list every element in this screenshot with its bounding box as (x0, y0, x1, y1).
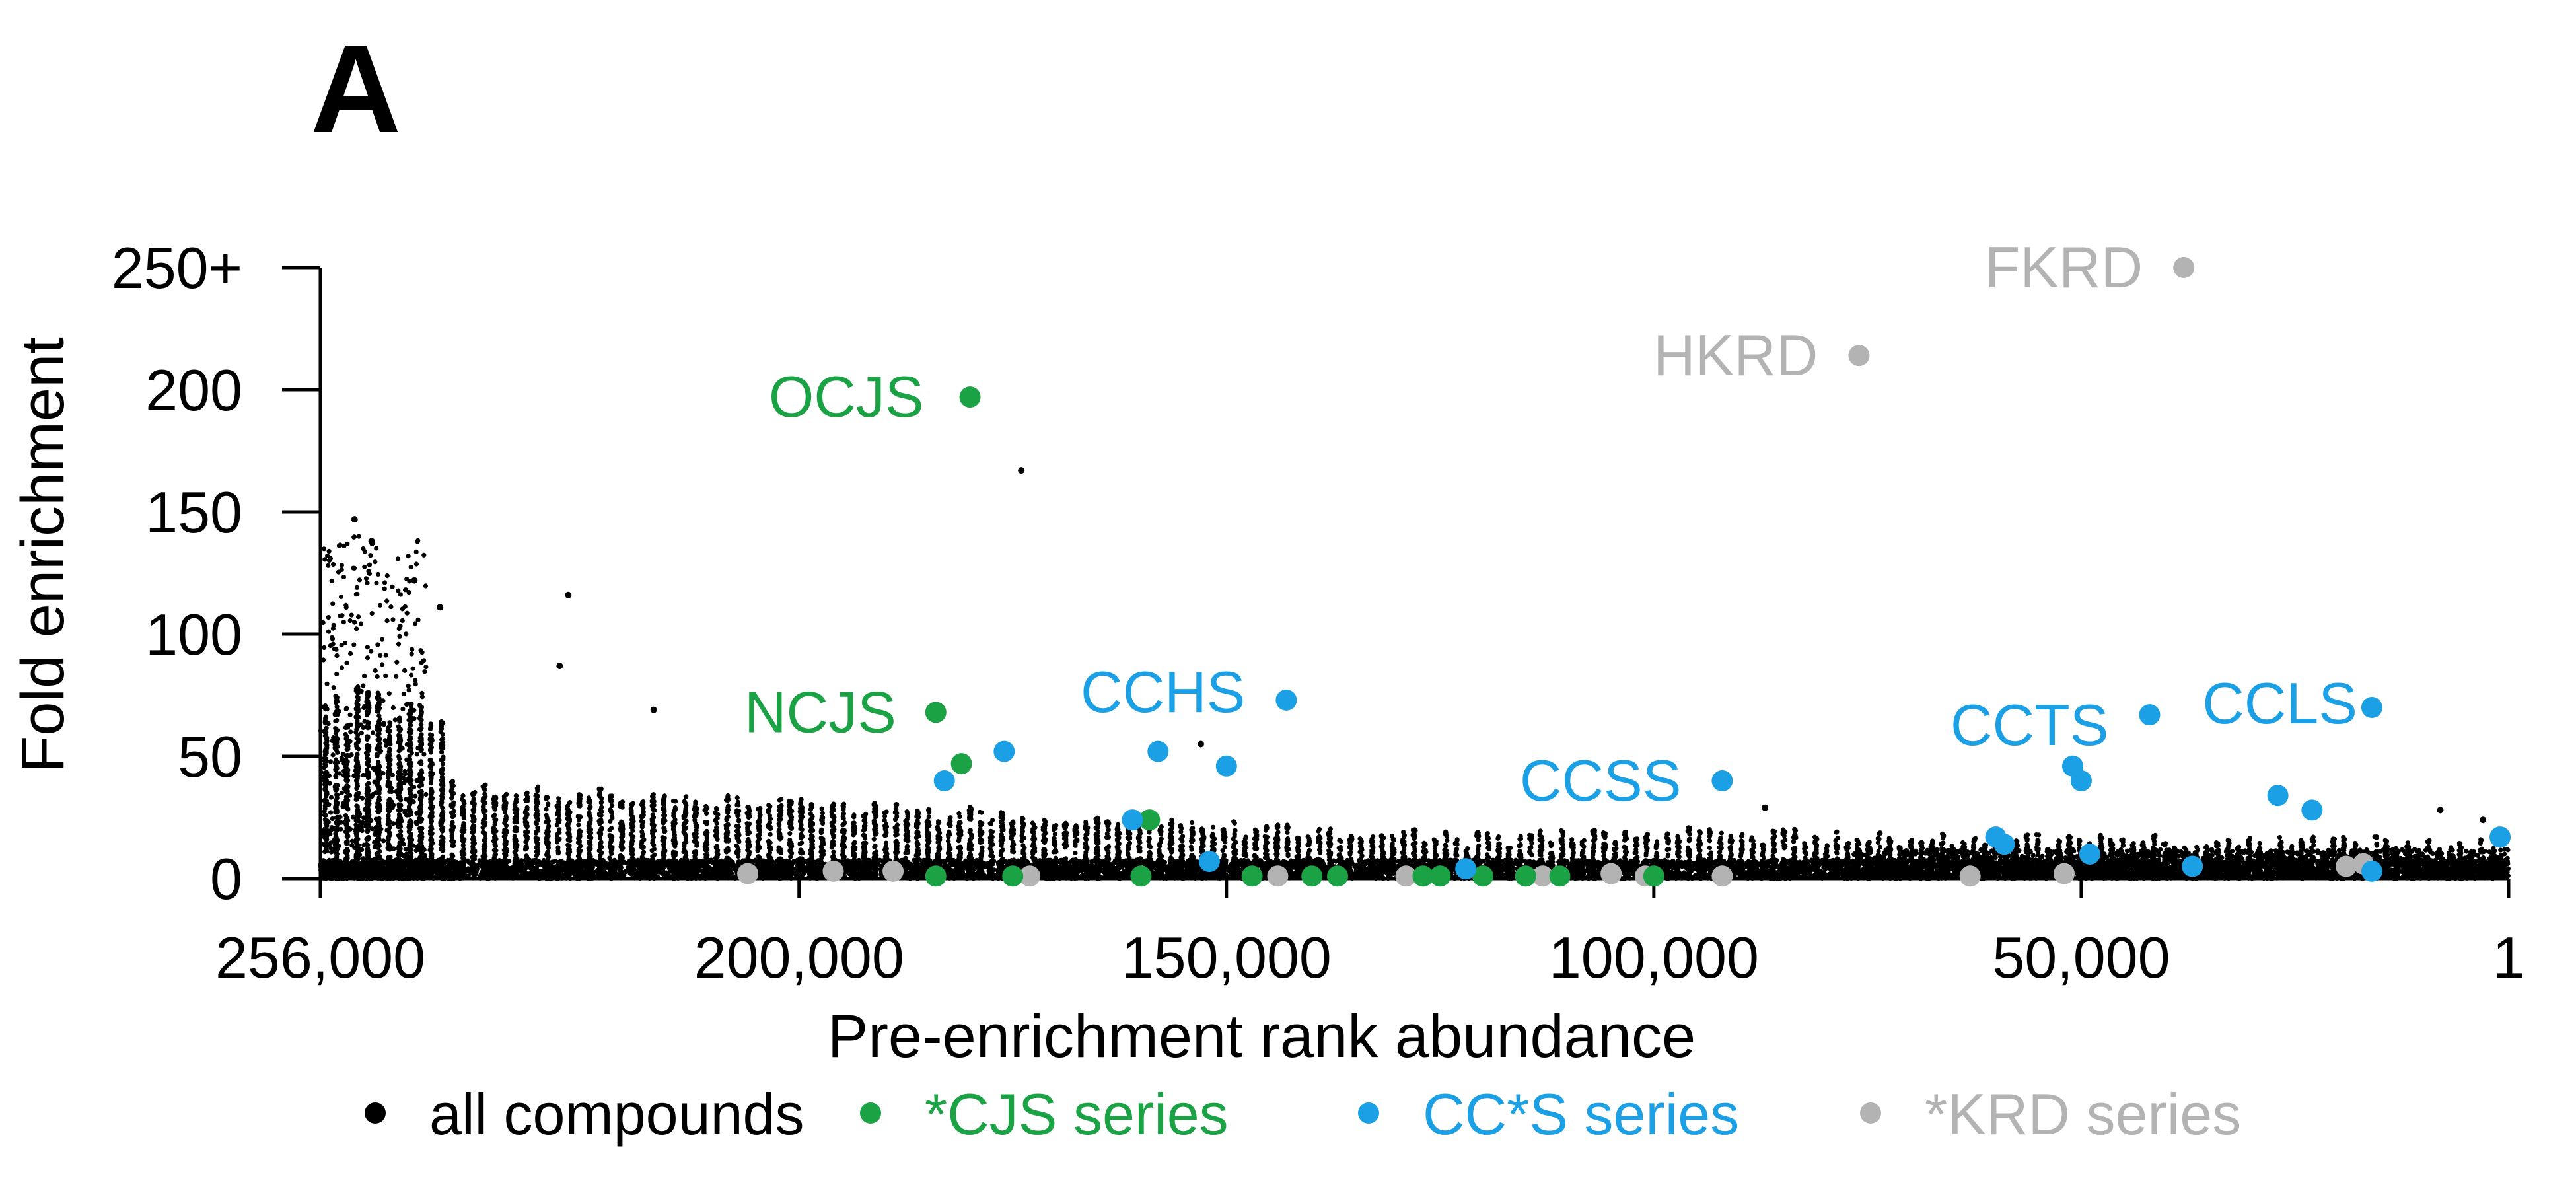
ccsseries-point (2361, 860, 2382, 882)
cjsseries-point (950, 753, 972, 775)
cjsseries-point (1241, 865, 1263, 887)
x-tick-label: 256,000 (215, 925, 425, 990)
ccsseries-point (2267, 785, 2289, 807)
all-compounds-point (650, 706, 657, 713)
all-compounds-point (351, 516, 358, 523)
cjsseries-point (1412, 865, 1434, 887)
point-label: CCTS (1950, 692, 2109, 758)
y-tick-label: 250+ (112, 235, 242, 301)
legend-marker (365, 1102, 386, 1124)
ccsseries-point (2139, 704, 2161, 726)
cjsseries-point (925, 702, 947, 723)
ccsseries-point (2079, 844, 2100, 865)
cjsseries-point (1472, 865, 1494, 887)
dense-cloud-points (318, 534, 2511, 881)
ccsseries-point (933, 770, 955, 791)
krdseries-point (737, 863, 759, 884)
y-tick-label: 150 (145, 480, 242, 545)
all-compounds-point (368, 538, 375, 545)
krdseries-point (882, 860, 904, 882)
point-label: CCSS (1520, 748, 1682, 813)
krdseries-point (2173, 257, 2195, 278)
krdseries-point (1395, 865, 1417, 887)
all-compounds-point (2480, 816, 2487, 824)
ccsseries-point (2070, 770, 2092, 791)
ccsseries-point (1215, 755, 1237, 777)
cjsseries-point (1002, 865, 1024, 887)
cjsseries-point (1327, 865, 1349, 887)
krdseries-point (1532, 865, 1554, 887)
y-tick-label: 50 (178, 724, 242, 789)
ccsseries-point (2361, 697, 2382, 718)
ccsseries-point (1275, 689, 1297, 711)
y-tick-label: 200 (145, 357, 242, 423)
ccsseries-point (1711, 770, 1733, 791)
krdseries-point (1959, 865, 1981, 887)
krdseries-point (2336, 855, 2357, 877)
all-compounds-point (411, 577, 418, 584)
all-compounds-point (437, 604, 444, 611)
cjsseries-point (1643, 865, 1664, 887)
krdseries-point (1267, 865, 1289, 887)
legend-label: all compounds (429, 1081, 804, 1147)
axes: 256,000 200,000 150,000 100,000 50,000 1 0 50 10… (9, 235, 2524, 1070)
cjsseries-point (1429, 865, 1451, 887)
x-tick-label: 1 (2493, 925, 2525, 990)
krdseries-point (1711, 865, 1733, 887)
ccsseries-point (2301, 799, 2323, 821)
all-compounds-point (1018, 467, 1025, 474)
cjsseries-point (1515, 865, 1536, 887)
krdseries-point (1600, 863, 1622, 884)
x-axis-title: Pre-enrichment rank abundance (828, 1003, 1696, 1070)
point-label: NCJS (744, 679, 896, 744)
y-tick-label: 0 (210, 846, 242, 912)
ccsseries-point (993, 740, 1015, 762)
ccsseries-point (2489, 826, 2511, 848)
ccsseries-point (1198, 851, 1220, 873)
all-compounds-point (565, 591, 572, 598)
ccsseries-point (1122, 809, 1143, 831)
cjsseries-point (1549, 865, 1571, 887)
dense-point-cloud (318, 467, 2511, 881)
all-compounds-point (2437, 807, 2444, 814)
ccsseries-point (1993, 834, 2015, 855)
all-compounds-point (556, 663, 563, 670)
all-compounds-point (1197, 740, 1204, 748)
x-tick-label: 200,000 (694, 925, 904, 990)
point-label: FKRD (1985, 234, 2143, 300)
legend-marker (1860, 1102, 1881, 1124)
cjsseries-point (1139, 809, 1161, 831)
ccsseries-point (1455, 858, 1477, 880)
krdseries-point (1848, 345, 1870, 367)
ccsseries-point (2182, 855, 2203, 877)
legend-label: CC*S series (1423, 1081, 1739, 1147)
cjsseries-point (1301, 865, 1323, 887)
cjsseries-point (925, 865, 947, 887)
panel-label: A (310, 19, 402, 159)
legend-label: *CJS series (925, 1081, 1229, 1147)
all-compounds-point (1762, 804, 1769, 811)
x-tick-label: 50,000 (1992, 925, 2170, 990)
legend-marker (1358, 1102, 1379, 1124)
krdseries-point (2054, 863, 2075, 884)
legend: all compounds *CJS series CC*S series *KRD … (365, 1081, 2241, 1147)
point-label: CCHS (1081, 659, 1245, 725)
krdseries-point (1019, 865, 1041, 887)
cjsseries-point (959, 386, 981, 408)
x-tick-label: 150,000 (1122, 925, 1332, 990)
point-label: HKRD (1653, 322, 1818, 388)
cjsseries-point (1130, 865, 1152, 887)
point-label: OCJS (769, 364, 924, 429)
y-tick-label: 100 (145, 602, 242, 667)
y-axis-title: Fold enrichment (9, 337, 77, 773)
x-tick-label: 100,000 (1549, 925, 1759, 990)
legend-label: *KRD series (1925, 1081, 2241, 1147)
point-label: CCLS (2202, 670, 2357, 736)
series-layer: FKRD HKRD OCJS NCJS CCHS CCSS CCTS CCLS (737, 234, 2511, 887)
krdseries-point (822, 860, 844, 882)
ccsseries-point (1147, 740, 1169, 762)
legend-marker (860, 1102, 881, 1124)
